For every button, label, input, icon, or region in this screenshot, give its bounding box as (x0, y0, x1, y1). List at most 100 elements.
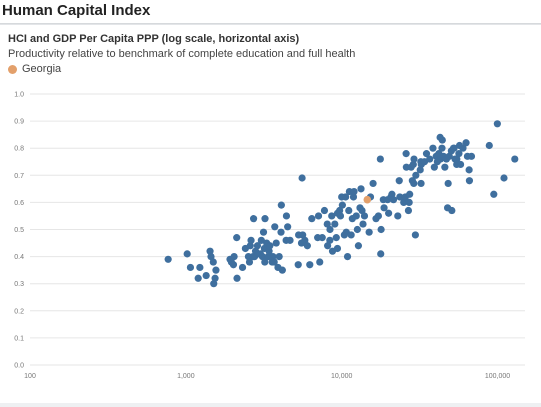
data-point[interactable] (286, 236, 294, 244)
data-point[interactable] (308, 215, 316, 223)
data-point[interactable] (438, 144, 446, 152)
data-point[interactable] (233, 234, 241, 242)
data-point[interactable] (212, 266, 220, 274)
data-point[interactable] (207, 253, 215, 261)
data-point[interactable] (405, 198, 413, 206)
data-point[interactable] (209, 258, 217, 266)
data-point[interactable] (233, 274, 241, 282)
data-point[interactable] (294, 261, 302, 269)
data-point[interactable] (359, 220, 367, 228)
data-point[interactable] (269, 253, 277, 261)
data-point[interactable] (257, 236, 265, 244)
data-point[interactable] (164, 255, 172, 263)
data-point[interactable] (465, 166, 473, 174)
data-point[interactable] (409, 160, 417, 169)
data-point[interactable] (342, 193, 350, 201)
data-point[interactable] (238, 263, 247, 272)
data-point[interactable] (316, 258, 324, 266)
data-point[interactable] (323, 220, 331, 228)
data-point[interactable] (345, 206, 353, 215)
data-point[interactable] (412, 171, 420, 179)
data-point[interactable] (354, 242, 363, 250)
data-point[interactable] (426, 155, 434, 163)
data-point[interactable] (230, 253, 238, 261)
data-point[interactable] (377, 225, 385, 234)
data-point[interactable] (445, 152, 453, 160)
data-point[interactable] (202, 271, 210, 280)
data-point[interactable] (377, 250, 385, 258)
data-point[interactable] (465, 177, 474, 185)
data-point[interactable] (333, 244, 342, 253)
data-point[interactable] (374, 212, 383, 220)
data-point[interactable] (353, 225, 361, 234)
data-point[interactable] (249, 215, 258, 223)
data-point[interactable] (336, 206, 344, 215)
data-point[interactable] (395, 177, 403, 185)
data-point[interactable] (500, 174, 508, 182)
data-point[interactable] (365, 228, 373, 236)
data-point[interactable] (450, 144, 458, 152)
data-point[interactable] (402, 150, 410, 158)
data-point[interactable] (247, 236, 255, 244)
data-point[interactable] (245, 258, 254, 266)
data-point[interactable] (485, 141, 493, 150)
data-point[interactable] (272, 239, 280, 247)
data-point[interactable] (394, 212, 402, 220)
data-point[interactable] (396, 193, 404, 201)
data-point[interactable] (265, 247, 273, 255)
data-point[interactable] (266, 242, 274, 250)
data-point[interactable] (350, 187, 358, 196)
data-point[interactable] (282, 212, 291, 220)
data-point[interactable] (422, 150, 431, 158)
data-point[interactable] (459, 144, 467, 152)
data-point[interactable] (261, 258, 269, 266)
data-point[interactable] (455, 150, 463, 158)
data-point[interactable] (326, 225, 334, 234)
data-point[interactable] (258, 253, 267, 261)
data-point[interactable] (430, 163, 438, 171)
data-point[interactable] (511, 155, 519, 163)
data-point[interactable] (349, 193, 358, 201)
data-point[interactable] (270, 258, 278, 266)
data-point[interactable] (493, 120, 501, 128)
data-point[interactable] (380, 204, 388, 212)
data-point[interactable] (410, 179, 418, 188)
data-point[interactable] (369, 179, 377, 188)
data-point[interactable] (462, 139, 470, 147)
data-point[interactable] (326, 236, 334, 244)
data-point[interactable] (275, 253, 283, 261)
data-point[interactable] (438, 136, 446, 144)
data-point[interactable] (453, 155, 461, 163)
data-point[interactable] (467, 152, 476, 160)
data-point[interactable] (277, 228, 285, 236)
data-point[interactable] (320, 206, 329, 215)
data-point[interactable] (456, 160, 465, 169)
data-point[interactable] (388, 190, 396, 198)
data-point[interactable] (411, 231, 419, 239)
data-point[interactable] (406, 190, 414, 198)
data-point[interactable] (246, 242, 254, 250)
data-point[interactable] (338, 201, 346, 209)
data-point[interactable] (343, 253, 352, 261)
data-point[interactable] (385, 209, 393, 217)
data-point[interactable] (306, 261, 314, 269)
data-point[interactable] (314, 212, 323, 220)
data-point[interactable] (303, 242, 311, 250)
data-point[interactable] (389, 196, 398, 204)
data-point[interactable] (360, 212, 369, 220)
data-point[interactable] (206, 247, 214, 255)
data-point[interactable] (352, 212, 360, 220)
data-point[interactable] (301, 236, 309, 244)
data-point[interactable] (284, 223, 292, 231)
data-point[interactable] (400, 198, 408, 206)
legend[interactable]: Georgia (8, 63, 61, 75)
data-point[interactable] (261, 215, 269, 223)
data-point[interactable] (211, 274, 219, 282)
data-point[interactable] (331, 220, 339, 228)
data-point[interactable] (376, 155, 384, 163)
data-point[interactable] (441, 163, 449, 171)
data-point[interactable] (429, 144, 437, 152)
data-point[interactable] (229, 261, 238, 269)
data-point[interactable] (416, 166, 424, 174)
data-point[interactable] (410, 155, 418, 163)
